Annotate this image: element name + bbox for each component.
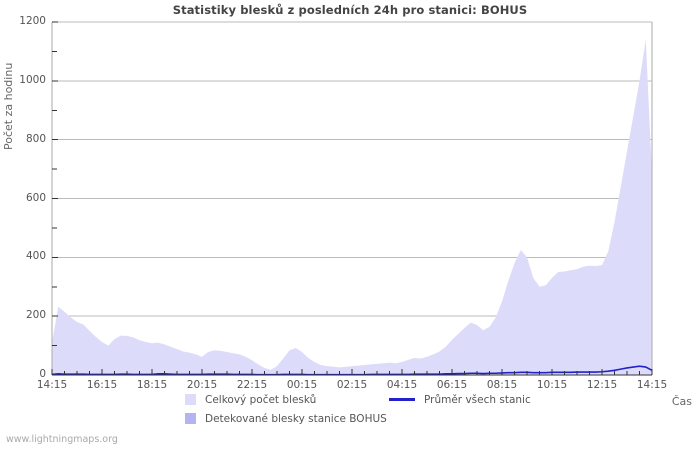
footer-watermark: www.lightningmaps.org <box>6 434 118 445</box>
legend-item-total: Celkový počet blesků <box>185 391 316 408</box>
x-tick-label: 10:15 <box>536 379 568 391</box>
x-tick-label: 02:15 <box>336 379 368 391</box>
y-tick-label: 0 <box>39 368 46 380</box>
x-tick-label: 00:15 <box>286 379 318 391</box>
x-tick-label: 20:15 <box>186 379 218 391</box>
x-axis-title: Čas <box>671 395 692 408</box>
x-tick-label: 08:15 <box>486 379 518 391</box>
x-tick-label: 22:15 <box>236 379 268 391</box>
y-tick-label: 1000 <box>19 73 46 86</box>
x-tick-label: 18:15 <box>136 379 168 391</box>
x-tick-label: 16:15 <box>86 379 118 391</box>
legend-line-average <box>389 398 415 401</box>
x-tick-label: 04:15 <box>386 379 418 391</box>
x-tick-label: 14:15 <box>36 379 68 391</box>
legend-swatch-station <box>185 413 196 424</box>
legend-item-average: Průměr všech stanic <box>389 391 531 408</box>
x-tick-label: 06:15 <box>436 379 468 391</box>
chart-legend: Celkový počet blesků Detekované blesky s… <box>0 391 700 431</box>
y-tick-label: 1200 <box>19 15 46 27</box>
legend-label-average: Průměr všech stanic <box>424 393 531 406</box>
x-tick-label: 14:15 <box>636 379 668 391</box>
y-tick-label: 200 <box>25 309 46 322</box>
chart-title: Statistiky blesků z posledních 24h pro s… <box>172 3 528 17</box>
legend-item-station: Detekované blesky stanice BOHUS <box>185 410 387 427</box>
y-tick-label: 800 <box>25 132 46 145</box>
legend-label-total: Celkový počet blesků <box>205 393 317 406</box>
legend-label-station: Detekované blesky stanice BOHUS <box>205 412 387 425</box>
y-tick-label: 400 <box>25 250 46 263</box>
legend-swatch-total <box>185 394 196 405</box>
y-tick-label: 600 <box>25 191 46 204</box>
x-tick-label: 12:15 <box>586 379 618 391</box>
